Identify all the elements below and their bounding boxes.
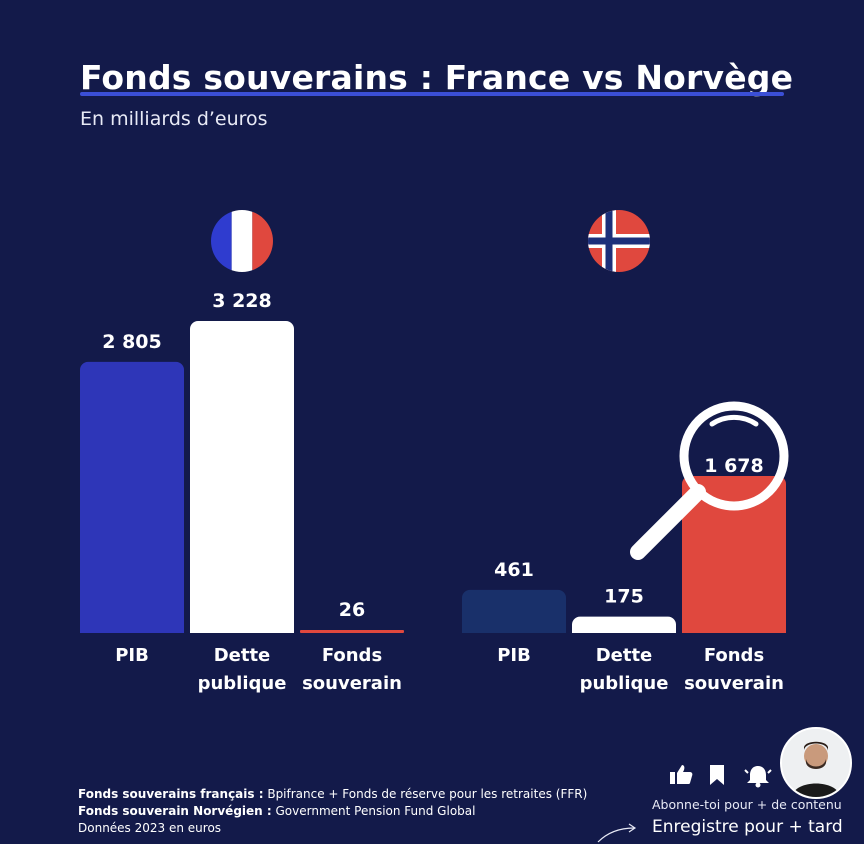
value-label: 2 805 xyxy=(102,331,162,353)
chart-subtitle: En milliards d’euros xyxy=(80,108,268,130)
bar-france-1 xyxy=(80,361,184,633)
footer-note: Données 2023 en euros xyxy=(78,821,222,835)
bar-norway-1 xyxy=(462,589,566,633)
footer-line-norway: Fonds souverain Norvégien : Government P… xyxy=(78,804,475,818)
arrow-icon xyxy=(597,823,637,843)
norway-flag-icon xyxy=(588,210,650,272)
social-icons xyxy=(670,765,772,788)
value-label: 175 xyxy=(604,586,644,608)
category-label: Dette xyxy=(214,645,271,666)
thumbs-up-icon[interactable] xyxy=(670,765,693,784)
avatar-person-icon xyxy=(782,729,850,797)
france-flag-icon xyxy=(211,210,273,272)
category-label: Fonds xyxy=(704,645,764,666)
category-label: publique xyxy=(198,673,287,694)
bell-icon[interactable] xyxy=(744,766,772,788)
chart-title: Fonds souverains : France vs Norvège xyxy=(80,58,794,97)
bar-france-3 xyxy=(300,630,404,633)
category-label: PIB xyxy=(115,645,149,666)
value-label: 461 xyxy=(494,559,534,581)
footer-france-label: Fonds souverains français : xyxy=(78,787,264,801)
category-label: Fonds xyxy=(322,645,382,666)
value-label: 1 678 xyxy=(704,455,764,477)
category-label: Dette xyxy=(596,645,653,666)
footer-line-france: Fonds souverains français : Bpifrance + … xyxy=(78,787,587,801)
category-label: souverain xyxy=(302,673,402,694)
footer-france-text: Bpifrance + Fonds de réserve pour les re… xyxy=(263,787,588,801)
bar-chart: 2 805 PIB 3 228 Dette publique 26 Fonds souvera… xyxy=(80,210,789,694)
footer-norway-label: Fonds souverain Norvégien : xyxy=(78,804,272,818)
bar-france-2 xyxy=(190,321,294,633)
magnifying-glass-icon xyxy=(630,401,789,560)
footer-norway-text: Government Pension Fund Global xyxy=(271,804,476,818)
bookmark-icon[interactable] xyxy=(710,765,724,785)
bar-norway-3 xyxy=(682,476,786,633)
category-label: PIB xyxy=(497,645,531,666)
category-label: souverain xyxy=(684,673,784,694)
value-label: 26 xyxy=(339,599,365,621)
subscribe-text: Abonne-toi pour + de contenu xyxy=(652,797,842,812)
avatar[interactable] xyxy=(780,727,852,799)
save-text: Enregistre pour + tard xyxy=(652,817,843,837)
category-label: publique xyxy=(580,673,669,694)
title-underline xyxy=(80,92,784,96)
value-label: 3 228 xyxy=(212,290,272,312)
